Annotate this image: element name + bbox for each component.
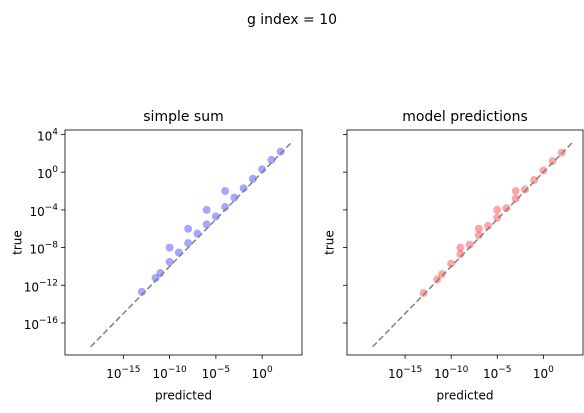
point <box>465 240 474 249</box>
y-axis-label: true <box>323 230 337 255</box>
x-tick-label: 10−5 <box>483 365 512 381</box>
point <box>230 193 239 202</box>
axes-frame <box>346 129 584 356</box>
point <box>493 213 502 222</box>
x-axis-label: predicted <box>437 389 494 403</box>
point <box>184 224 193 233</box>
x-tick-label: 10−15 <box>388 365 422 381</box>
point <box>165 257 174 266</box>
point <box>484 221 493 230</box>
point <box>276 147 285 156</box>
point <box>202 220 211 229</box>
point <box>211 212 220 221</box>
y-tick-label: 10−8 <box>29 240 58 256</box>
x-tick-label: 10−10 <box>152 365 187 381</box>
y-tick-label: 104 <box>37 127 58 143</box>
x-tick-label: 10−5 <box>202 365 231 381</box>
point <box>156 269 165 278</box>
x-tick-label: 10−10 <box>434 365 469 381</box>
point <box>539 166 548 175</box>
point <box>437 270 446 279</box>
point <box>248 174 257 183</box>
point <box>474 231 483 240</box>
point <box>447 259 456 268</box>
point <box>137 287 146 296</box>
x-tick-label: 100 <box>252 365 273 381</box>
point <box>530 175 539 184</box>
y-tick-label: 10−12 <box>24 278 58 294</box>
point <box>502 204 511 213</box>
point <box>433 275 442 284</box>
axes-frame <box>64 129 303 356</box>
point <box>511 194 520 203</box>
point <box>548 157 557 166</box>
point <box>419 289 428 298</box>
point <box>456 243 465 252</box>
point <box>520 185 529 194</box>
point <box>493 205 502 214</box>
figure-title: g index = 10 <box>247 12 337 28</box>
y-tick-label: 100 <box>37 165 58 181</box>
x-tick-label: 100 <box>533 365 554 381</box>
reference-line <box>372 140 575 348</box>
point <box>221 203 230 212</box>
y-tick-label: 10−16 <box>24 315 59 331</box>
point <box>511 187 520 196</box>
axes-title: model predictions <box>402 109 528 125</box>
point <box>151 273 160 282</box>
point <box>267 155 276 164</box>
reference-line <box>90 140 294 348</box>
x-tick-label: 10−15 <box>106 365 140 381</box>
point <box>202 205 211 214</box>
point <box>165 243 174 252</box>
point <box>474 224 483 233</box>
point <box>258 165 267 174</box>
point <box>239 184 248 193</box>
y-axis-label: true <box>11 230 25 255</box>
y-tick-label: 10−4 <box>29 202 58 218</box>
axes-title: simple sum <box>143 109 223 125</box>
x-axis-label: predicted <box>155 389 212 403</box>
point <box>221 187 230 196</box>
point <box>174 248 183 257</box>
point <box>193 229 202 238</box>
point <box>456 250 465 259</box>
point <box>184 239 193 248</box>
